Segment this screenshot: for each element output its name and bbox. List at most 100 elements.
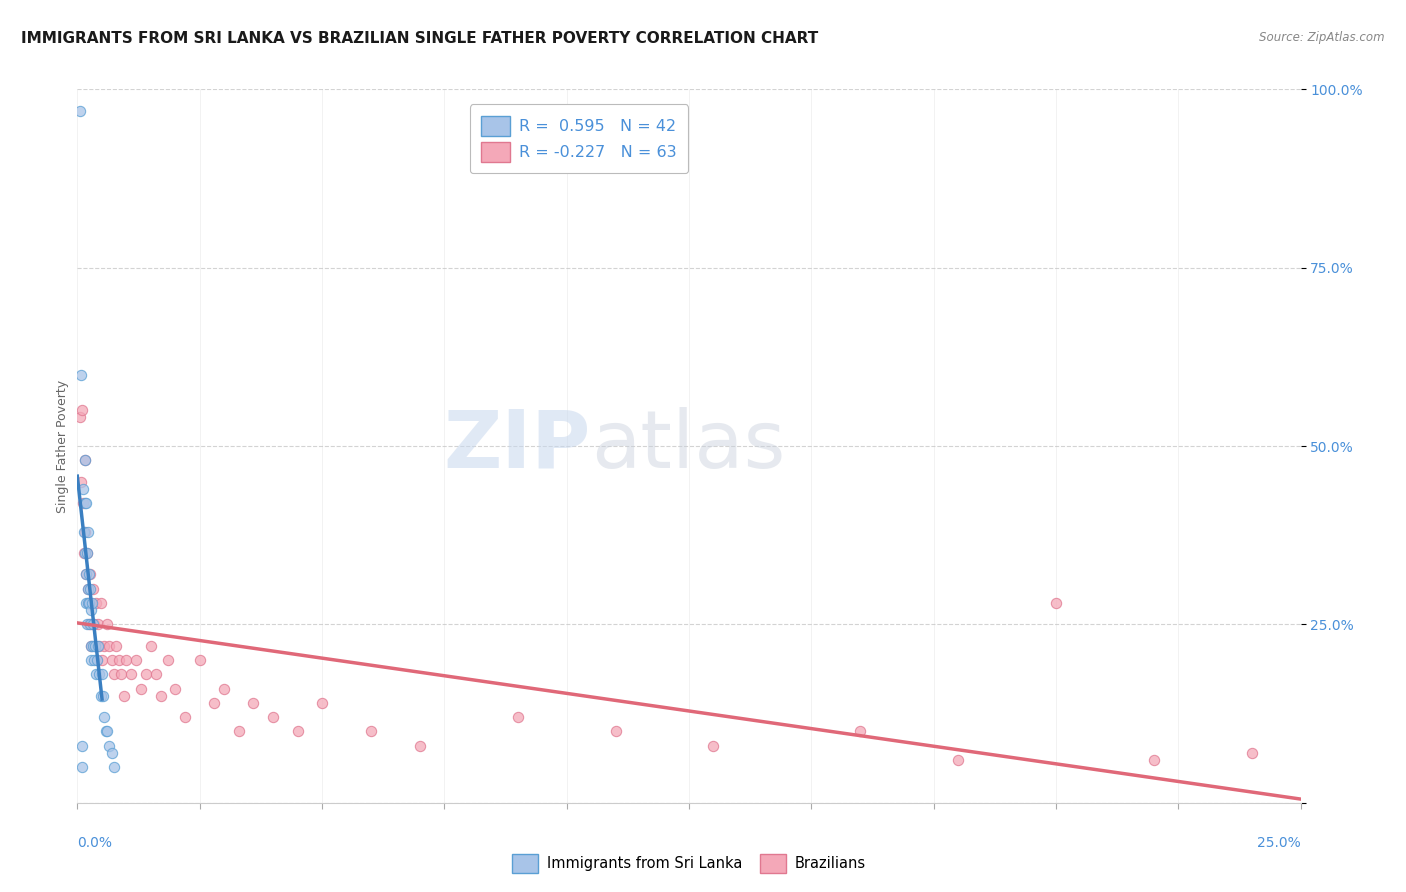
- Point: [506, 710, 529, 724]
- Point: [83, 617, 105, 632]
- Point: [409, 739, 432, 753]
- Point: [82, 582, 104, 596]
- Point: [262, 710, 284, 724]
- Point: [1045, 596, 1067, 610]
- Point: [76, 546, 98, 560]
- Point: [90, 653, 112, 667]
- Point: [76, 546, 98, 560]
- Point: [80, 639, 103, 653]
- Point: [103, 667, 125, 681]
- Point: [75, 567, 97, 582]
- Point: [115, 653, 138, 667]
- Text: IMMIGRANTS FROM SRI LANKA VS BRAZILIAN SINGLE FATHER POVERTY CORRELATION CHART: IMMIGRANTS FROM SRI LANKA VS BRAZILIAN S…: [21, 31, 818, 46]
- Point: [311, 696, 333, 710]
- Point: [96, 617, 118, 632]
- Point: [72, 496, 94, 510]
- Point: [70, 739, 93, 753]
- Point: [76, 596, 98, 610]
- Point: [120, 667, 142, 681]
- Point: [89, 639, 111, 653]
- Point: [75, 567, 97, 582]
- Point: [93, 710, 115, 724]
- Point: [174, 710, 197, 724]
- Point: [287, 724, 309, 739]
- Y-axis label: Single Father Poverty: Single Father Poverty: [56, 379, 69, 513]
- Point: [75, 524, 97, 539]
- Point: [82, 617, 104, 632]
- Point: [79, 617, 101, 632]
- Point: [83, 653, 105, 667]
- Point: [79, 596, 101, 610]
- Point: [73, 546, 96, 560]
- Point: [80, 639, 103, 653]
- Point: [84, 639, 107, 653]
- Point: [69, 410, 91, 425]
- Point: [76, 617, 98, 632]
- Point: [70, 475, 93, 489]
- Point: [77, 617, 100, 632]
- Legend: Immigrants from Sri Lanka, Brazilians: Immigrants from Sri Lanka, Brazilians: [505, 847, 873, 880]
- Point: [93, 639, 115, 653]
- Point: [98, 639, 121, 653]
- Point: [70, 368, 93, 382]
- Point: [96, 724, 118, 739]
- Point: [75, 496, 97, 510]
- Point: [212, 681, 235, 696]
- Point: [76, 582, 98, 596]
- Point: [76, 582, 98, 596]
- Point: [103, 760, 125, 774]
- Point: [100, 746, 122, 760]
- Point: [145, 667, 167, 681]
- Point: [79, 567, 101, 582]
- Point: [98, 739, 121, 753]
- Text: 0.0%: 0.0%: [77, 836, 112, 850]
- Point: [105, 639, 128, 653]
- Point: [135, 667, 157, 681]
- Point: [73, 546, 96, 560]
- Point: [77, 596, 100, 610]
- Point: [80, 617, 103, 632]
- Point: [73, 453, 96, 467]
- Point: [73, 524, 96, 539]
- Text: Source: ZipAtlas.com: Source: ZipAtlas.com: [1260, 31, 1385, 45]
- Point: [75, 596, 97, 610]
- Point: [89, 667, 111, 681]
- Legend: R =  0.595   N = 42, R = -0.227   N = 63: R = 0.595 N = 42, R = -0.227 N = 63: [470, 104, 688, 173]
- Point: [149, 689, 172, 703]
- Point: [87, 639, 110, 653]
- Point: [69, 103, 91, 118]
- Point: [242, 696, 264, 710]
- Point: [946, 753, 969, 767]
- Point: [79, 582, 101, 596]
- Point: [100, 653, 122, 667]
- Point: [605, 724, 627, 739]
- Point: [202, 696, 225, 710]
- Point: [75, 453, 97, 467]
- Text: ZIP: ZIP: [444, 407, 591, 485]
- Point: [125, 653, 148, 667]
- Point: [1240, 746, 1263, 760]
- Text: 25.0%: 25.0%: [1257, 836, 1301, 850]
- Point: [228, 724, 250, 739]
- Point: [70, 403, 93, 417]
- Point: [70, 760, 93, 774]
- Point: [112, 689, 135, 703]
- Point: [82, 639, 104, 653]
- Point: [90, 689, 112, 703]
- Point: [139, 639, 162, 653]
- Point: [1143, 753, 1166, 767]
- Point: [73, 496, 96, 510]
- Text: atlas: atlas: [591, 407, 786, 485]
- Point: [77, 596, 100, 610]
- Point: [77, 567, 100, 582]
- Point: [129, 681, 152, 696]
- Point: [86, 653, 108, 667]
- Point: [87, 617, 110, 632]
- Point: [156, 653, 179, 667]
- Point: [77, 524, 100, 539]
- Point: [90, 667, 112, 681]
- Point: [86, 653, 108, 667]
- Point: [94, 724, 117, 739]
- Point: [165, 681, 187, 696]
- Point: [91, 689, 114, 703]
